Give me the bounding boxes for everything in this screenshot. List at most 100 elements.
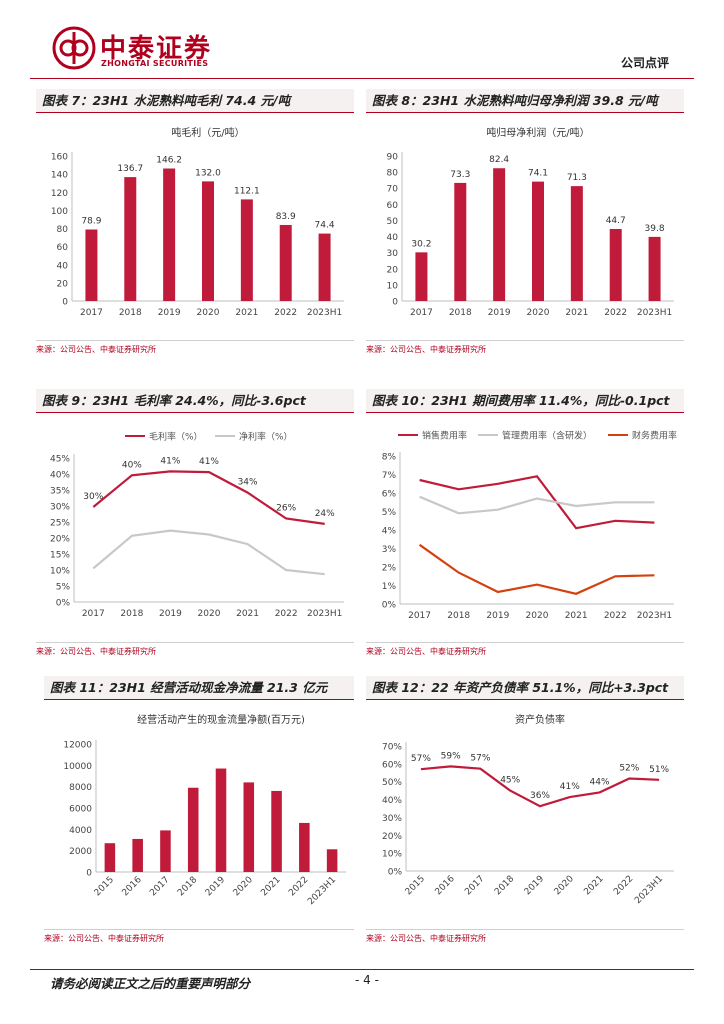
x-tick-label: 2021 — [259, 875, 282, 898]
data-label: 82.4 — [489, 155, 509, 165]
y-tick-label: 40% — [50, 471, 70, 481]
x-tick-label: 2018 — [493, 874, 516, 897]
data-label: 83.9 — [276, 212, 296, 222]
bar — [240, 199, 253, 301]
bar — [124, 177, 137, 301]
x-tick-label: 2021 — [582, 874, 605, 897]
y-tick-label: 40% — [382, 796, 402, 806]
x-tick-label: 2020 — [232, 875, 255, 898]
data-label: 39.8 — [645, 224, 665, 234]
data-label: 71.3 — [567, 173, 587, 183]
bar — [132, 838, 143, 872]
data-label: 30.2 — [411, 239, 431, 249]
data-label: 78.9 — [81, 216, 101, 226]
series-line — [419, 495, 655, 515]
figure-8-chart: 吨归母净利润（元/吨） 0 10 20 30 40 50 60 70 80 90 2017 2018 20… — [387, 126, 674, 318]
data-label: 51% — [649, 765, 669, 775]
series-line — [92, 470, 325, 525]
y-tick-label: 80 — [387, 169, 399, 179]
y-tick-label: 160 — [51, 153, 68, 163]
y-tick-label: 12000 — [63, 741, 92, 751]
figure-10-caption: 图表 10：23H1 期间费用率 11.4%，同比-0.1pct — [366, 389, 684, 413]
figure-9-caption: 图表 9：23H1 毛利率 24.4%，同比-3.6pct — [36, 389, 354, 413]
y-tick-label: 40 — [387, 233, 399, 243]
data-label: 112.1 — [234, 186, 260, 196]
y-tick-label: 30% — [50, 503, 70, 513]
data-label: 26% — [276, 503, 296, 513]
x-tick-label: 2021 — [565, 611, 588, 621]
bar — [215, 768, 227, 872]
y-tick-label: 40 — [57, 261, 69, 271]
x-tick-label: 2019 — [523, 874, 546, 897]
figure-7-source: 来源：公司公告、中泰证券研究所 — [36, 340, 354, 354]
data-label: 40% — [122, 460, 142, 470]
x-tick-label: 2022 — [612, 874, 635, 897]
x-tick-label: 2021 — [565, 308, 588, 318]
figure-9-chart: 0% 5% 10% 15% 20% 25% 30% 35% 40% 45% 2017 2018 2019… — [50, 431, 344, 619]
y-tick-label: 10000 — [63, 762, 92, 772]
y-tick-label: 0% — [388, 868, 403, 878]
bar — [202, 181, 214, 301]
bar — [493, 168, 506, 301]
y-tick-label: 60% — [382, 760, 402, 770]
y-tick-label: 10 — [387, 281, 399, 291]
y-tick-label: 120 — [51, 189, 68, 199]
x-tick-label: 2020 — [197, 308, 220, 318]
report-category: 公司点评 — [620, 56, 669, 70]
data-label: 59% — [441, 751, 461, 761]
data-label: 74.1 — [528, 169, 548, 179]
y-tick-label: 0% — [56, 599, 71, 609]
y-tick-label: 20 — [57, 279, 69, 289]
x-tick-label: 2019 — [159, 609, 182, 619]
y-tick-label: 2% — [382, 564, 397, 574]
chart-title: 经营活动产生的现金流量净额(百万元) — [137, 713, 305, 726]
x-tick-label: 2019 — [158, 308, 181, 318]
header-divider — [30, 78, 694, 79]
y-tick-label: 20% — [50, 535, 70, 545]
data-label: 44% — [590, 777, 610, 787]
y-tick-label: 50 — [387, 217, 399, 227]
x-tick-label: 2023H1 — [307, 308, 342, 318]
y-tick-label: 35% — [50, 487, 70, 497]
y-tick-label: 30% — [382, 814, 402, 824]
y-tick-label: 1% — [382, 582, 397, 592]
data-label: 24% — [315, 509, 335, 519]
x-tick-label: 2020 — [527, 308, 550, 318]
y-tick-label: 10% — [50, 567, 70, 577]
x-tick-label: 2018 — [176, 875, 199, 898]
y-tick-label: 6% — [382, 490, 397, 500]
footer-disclaimer: 请务必阅读正文之后的重要声明部分 — [50, 976, 251, 991]
bar — [299, 822, 310, 872]
bar — [326, 849, 338, 872]
data-label: 41% — [160, 456, 180, 466]
y-tick-label: 80 — [57, 225, 69, 235]
figure-11-source: 来源：公司公告、中泰证券研究所 — [44, 929, 354, 943]
series-line — [420, 765, 660, 808]
y-tick-label: 30 — [387, 249, 399, 259]
x-tick-label: 2015 — [404, 874, 427, 897]
chart-title: 吨毛利（元/吨） — [171, 126, 244, 139]
legend-label: 财务费用率 — [632, 430, 677, 442]
x-tick-label: 2023H1 — [633, 874, 665, 906]
figure-11-chart: 经营活动产生的现金流量净额(百万元) 0 2000 4000 6000 8000 10000… — [63, 713, 346, 907]
x-tick-label: 2017 — [410, 308, 433, 318]
x-tick-label: 2021 — [235, 308, 258, 318]
y-tick-label: 50% — [382, 778, 402, 788]
y-tick-label: 0 — [62, 298, 68, 308]
x-tick-label: 2022 — [274, 308, 297, 318]
figure-12-caption: 图表 12：22 年资产负债率 51.1%，同比+3.3pct — [366, 676, 684, 700]
figure-11-caption: 图表 11：23H1 经营活动现金净流量 21.3 亿元 — [44, 676, 354, 700]
bar — [532, 181, 544, 301]
bar — [279, 224, 292, 301]
page-number: - 4 - — [355, 973, 379, 987]
data-label: 41% — [560, 782, 580, 792]
bar — [271, 790, 282, 872]
bar — [187, 787, 199, 872]
y-tick-label: 7% — [382, 471, 397, 481]
x-tick-label: 2016 — [121, 875, 144, 898]
x-tick-label: 2020 — [553, 874, 576, 897]
data-label: 44.7 — [606, 216, 626, 226]
figure-10-chart: 0% 1% 2% 3% 4% 5% 6% 7% 8% 2017 2018 2019 2020 2021 20… — [382, 430, 677, 622]
figure-9-source: 来源：公司公告、中泰证券研究所 — [36, 642, 354, 656]
x-tick-label: 2021 — [236, 609, 259, 619]
